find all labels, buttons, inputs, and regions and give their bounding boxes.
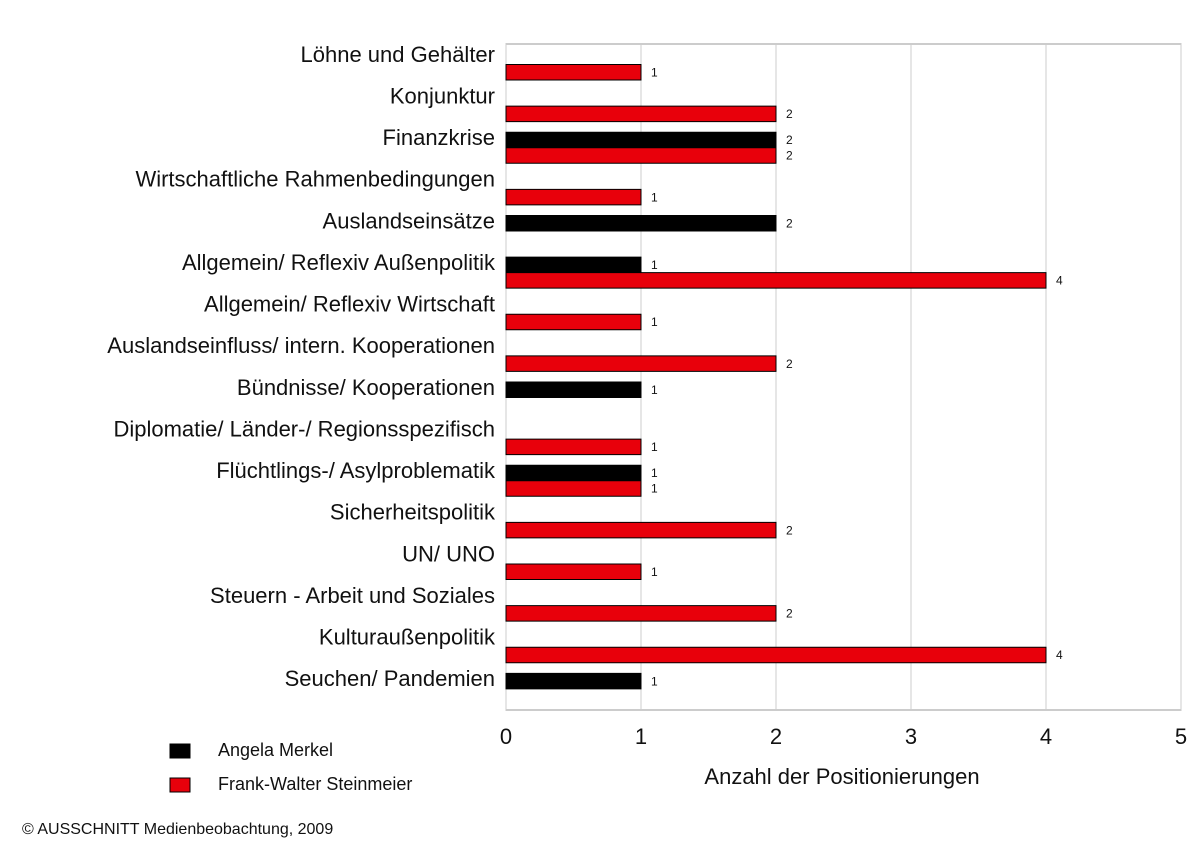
bar bbox=[505, 313, 642, 331]
category-label: Löhne und Gehälter bbox=[301, 42, 496, 67]
value-label: 2 bbox=[786, 216, 793, 230]
x-tick-label: 3 bbox=[905, 724, 917, 749]
bar bbox=[505, 188, 642, 206]
value-label: 2 bbox=[786, 149, 793, 163]
bar bbox=[505, 355, 777, 372]
category-label: Diplomatie/ Länder-/ Regionsspezifisch bbox=[113, 416, 495, 441]
legend-swatch bbox=[169, 777, 191, 793]
category-label: Allgemein/ Reflexiv Wirtschaft bbox=[204, 292, 495, 317]
category-label: Wirtschaftliche Rahmenbedingungen bbox=[135, 167, 495, 192]
category-label: UN/ UNO bbox=[402, 541, 495, 566]
value-label: 1 bbox=[651, 383, 658, 397]
bar bbox=[505, 605, 777, 622]
value-label: 1 bbox=[651, 258, 658, 272]
value-label: 4 bbox=[1056, 648, 1063, 662]
bar bbox=[505, 105, 777, 123]
value-label: 1 bbox=[651, 674, 658, 688]
bar bbox=[505, 646, 1047, 664]
bar bbox=[505, 521, 777, 539]
bar bbox=[505, 480, 642, 497]
value-label: 1 bbox=[651, 190, 658, 204]
value-label: 4 bbox=[1056, 274, 1063, 288]
bar bbox=[505, 64, 642, 81]
category-label: Sicherheitspolitik bbox=[330, 500, 496, 525]
value-label: 2 bbox=[786, 607, 793, 621]
bar bbox=[505, 381, 642, 398]
value-label: 2 bbox=[786, 357, 793, 371]
category-label: Auslandseinfluss/ intern. Kooperationen bbox=[107, 333, 495, 358]
category-label: Bündnisse/ Kooperationen bbox=[237, 375, 495, 400]
value-label: 2 bbox=[786, 523, 793, 537]
value-label: 1 bbox=[651, 65, 658, 79]
value-label: 1 bbox=[651, 482, 658, 496]
bar bbox=[505, 256, 642, 274]
bar bbox=[505, 464, 642, 482]
bar bbox=[505, 563, 642, 580]
legend-label: Angela Merkel bbox=[218, 740, 333, 760]
x-tick-label: 2 bbox=[770, 724, 782, 749]
value-label: 1 bbox=[651, 315, 658, 329]
bar bbox=[505, 438, 642, 456]
legend-label: Frank-Walter Steinmeier bbox=[218, 774, 412, 794]
category-label: Flüchtlings-/ Asylproblematik bbox=[216, 458, 496, 483]
bar bbox=[505, 215, 777, 232]
bar bbox=[505, 147, 777, 164]
bar bbox=[505, 672, 642, 690]
bar bbox=[505, 131, 777, 149]
category-label: Allgemein/ Reflexiv Außenpolitik bbox=[182, 250, 496, 275]
value-label: 1 bbox=[651, 440, 658, 454]
bar bbox=[505, 272, 1047, 289]
x-tick-label: 0 bbox=[500, 724, 512, 749]
category-label: Auslandseinsätze bbox=[323, 208, 495, 233]
value-label: 2 bbox=[786, 107, 793, 121]
legend-swatch bbox=[169, 743, 191, 759]
x-tick-label: 1 bbox=[635, 724, 647, 749]
value-label: 1 bbox=[651, 565, 658, 579]
category-label: Kulturaußenpolitik bbox=[319, 625, 496, 650]
value-label: 1 bbox=[651, 466, 658, 480]
category-label: Steuern - Arbeit und Soziales bbox=[210, 583, 495, 608]
category-label: Konjunktur bbox=[390, 83, 495, 108]
category-label: Finanzkrise bbox=[383, 125, 495, 150]
x-tick-label: 5 bbox=[1175, 724, 1187, 749]
category-label: Seuchen/ Pandemien bbox=[285, 666, 495, 691]
x-axis-label: Anzahl der Positionierungen bbox=[704, 764, 979, 789]
footer: © AUSSCHNITT Medienbeobachtung, 2009 bbox=[22, 821, 333, 838]
value-label: 2 bbox=[786, 133, 793, 147]
x-tick-label: 4 bbox=[1040, 724, 1052, 749]
